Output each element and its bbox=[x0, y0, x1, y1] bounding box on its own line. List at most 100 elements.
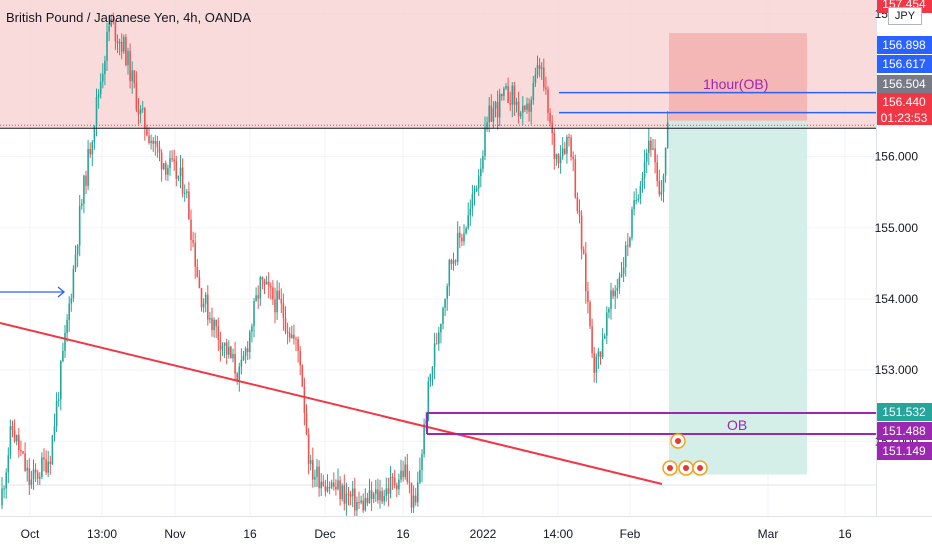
candle-body bbox=[330, 482, 333, 488]
candle-body bbox=[566, 136, 568, 154]
candle-body bbox=[641, 177, 644, 186]
candle-body bbox=[540, 67, 543, 69]
candle-body bbox=[219, 339, 222, 350]
candle-body bbox=[49, 461, 52, 465]
candle-body bbox=[622, 267, 625, 275]
candle-body bbox=[76, 245, 79, 255]
candle-body bbox=[272, 287, 274, 300]
candle-body bbox=[106, 31, 108, 61]
candle-body bbox=[282, 303, 285, 319]
candle-body bbox=[91, 142, 94, 155]
candle-body bbox=[83, 175, 85, 204]
candle-body bbox=[351, 488, 354, 497]
candle-body bbox=[328, 486, 331, 488]
candle-body bbox=[627, 245, 629, 247]
candle-body bbox=[276, 290, 278, 313]
candle-body bbox=[284, 318, 287, 332]
candle-body bbox=[171, 158, 173, 160]
candle-body bbox=[139, 109, 142, 114]
trend-line[interactable] bbox=[0, 322, 663, 485]
candle-body bbox=[375, 489, 377, 494]
economic-event-icons[interactable] bbox=[662, 433, 708, 476]
candle-body bbox=[452, 260, 455, 264]
candle-body bbox=[360, 500, 362, 503]
price-axis[interactable] bbox=[876, 0, 932, 516]
candle-body bbox=[18, 434, 20, 451]
candle-body bbox=[480, 168, 482, 177]
candle-body bbox=[438, 332, 440, 344]
candle-body bbox=[26, 468, 28, 471]
candle-body bbox=[538, 65, 541, 69]
candle-body bbox=[55, 400, 58, 427]
candle-body bbox=[72, 268, 75, 299]
candle-body bbox=[36, 472, 39, 479]
candle-body bbox=[179, 167, 182, 176]
event-flag-dot bbox=[697, 465, 703, 471]
candle-body bbox=[30, 479, 33, 485]
take-profit-zone[interactable] bbox=[669, 120, 807, 475]
candle-body bbox=[459, 232, 461, 238]
candle-body bbox=[183, 192, 186, 194]
candle-body bbox=[312, 460, 314, 480]
stop-loss-zone[interactable] bbox=[669, 33, 807, 121]
candle-body bbox=[223, 342, 226, 346]
candle-body bbox=[162, 163, 165, 170]
candle-body bbox=[225, 342, 228, 355]
candle-body bbox=[564, 148, 566, 154]
candle-body bbox=[618, 277, 621, 288]
arrow-right-icon[interactable] bbox=[0, 286, 66, 298]
candle-body bbox=[492, 108, 495, 122]
candle-body bbox=[515, 101, 518, 105]
candle-body bbox=[381, 491, 383, 502]
candle-body bbox=[53, 426, 56, 436]
candle-body bbox=[314, 476, 316, 480]
candle-body bbox=[412, 495, 415, 508]
candle-body bbox=[519, 112, 522, 117]
candle-body bbox=[74, 254, 77, 269]
candle-body bbox=[165, 163, 167, 175]
candle-body bbox=[257, 295, 259, 299]
candle-body bbox=[190, 219, 192, 241]
candle-body bbox=[585, 253, 587, 292]
candle-body bbox=[207, 294, 209, 320]
candle-body bbox=[293, 334, 295, 339]
candle-body bbox=[240, 359, 243, 367]
candle-body bbox=[664, 147, 667, 176]
candle-body bbox=[221, 345, 224, 350]
candle-body bbox=[549, 112, 551, 123]
candle-body bbox=[335, 486, 337, 490]
candle-body bbox=[444, 298, 446, 308]
candle-body bbox=[24, 453, 26, 471]
candle-body bbox=[568, 136, 570, 138]
candle-body bbox=[421, 454, 423, 471]
candle-body bbox=[408, 481, 411, 483]
candle-body bbox=[578, 211, 581, 216]
candle-body bbox=[559, 156, 562, 164]
candle-body bbox=[278, 290, 280, 299]
candle-body bbox=[526, 103, 528, 110]
candle-body bbox=[274, 299, 276, 313]
annotation-1hour-ob[interactable]: 1hour(OB) bbox=[703, 76, 768, 92]
candle-body bbox=[400, 470, 402, 480]
candle-body bbox=[267, 281, 270, 287]
candle-body bbox=[555, 153, 558, 159]
candle-body bbox=[230, 346, 232, 359]
candle-body bbox=[456, 232, 459, 262]
candle-body bbox=[660, 191, 663, 195]
candle-body bbox=[427, 381, 430, 421]
candle-body bbox=[377, 489, 379, 501]
candle-body bbox=[475, 188, 478, 191]
candle-body bbox=[429, 373, 432, 382]
currency-badge[interactable]: JPY bbox=[888, 7, 922, 25]
time-axis[interactable] bbox=[0, 516, 932, 551]
candle-body bbox=[383, 495, 385, 502]
candle-body bbox=[370, 490, 373, 499]
event-flag-dot bbox=[683, 465, 689, 471]
candle-body bbox=[482, 156, 484, 169]
candle-body bbox=[652, 148, 654, 150]
candle-body bbox=[137, 109, 140, 114]
candle-body bbox=[410, 482, 413, 508]
candle-body bbox=[20, 450, 22, 452]
annotation-ob[interactable]: OB bbox=[727, 417, 747, 433]
